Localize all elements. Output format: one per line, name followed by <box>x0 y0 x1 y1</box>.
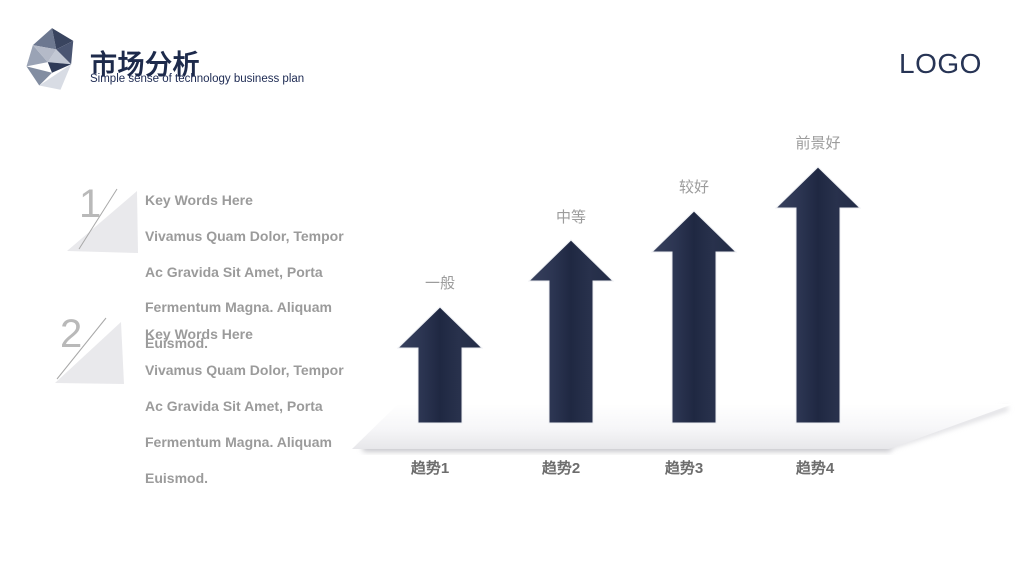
trend-arrow-4 <box>774 166 862 424</box>
section2-triangle-decoration <box>55 322 124 384</box>
trend-arrow-3 <box>650 210 738 424</box>
category-label-2: 趋势2 <box>541 460 581 477</box>
trend-arrows-group <box>396 166 862 424</box>
value-label-2: 中等 <box>555 209 586 226</box>
category-label-3: 趋势3 <box>664 460 704 477</box>
section1-line5: Euismod. <box>145 335 209 351</box>
section2-line2: Vivamus Quam Dolor, Tempor <box>145 362 344 378</box>
section1-slash-decoration <box>78 188 118 250</box>
value-label-1: 一般 <box>424 275 455 292</box>
section2-line5: Euismod. <box>145 470 209 486</box>
section1-line3: Ac Gravida Sit Amet, Porta <box>145 264 323 280</box>
page-title: 市场分析 <box>90 50 200 80</box>
section1-line2: Vivamus Quam Dolor, Tempor <box>145 228 344 244</box>
section2-line3: Ac Gravida Sit Amet, Porta <box>145 398 323 414</box>
category-label-1: 趋势1 <box>410 460 450 477</box>
page-subtitle: Simple sense of technology business plan <box>90 73 305 85</box>
section1-triangle-decoration <box>67 191 138 253</box>
company-logo-icon <box>26 28 74 90</box>
section2-line1: Key Words Here <box>145 326 253 342</box>
logo-text: LOGO <box>899 48 982 79</box>
section1-number: 1 <box>79 182 102 226</box>
section1-line4: Fermentum Magna. Aliquam <box>145 299 332 315</box>
section2-slash-decoration <box>56 317 107 380</box>
section2-line4: Fermentum Magna. Aliquam <box>145 434 332 450</box>
category-label-4: 趋势4 <box>795 460 835 477</box>
trend-arrow-2 <box>527 239 615 424</box>
section1-line1: Key Words Here <box>145 192 253 208</box>
value-label-3: 较好 <box>678 179 709 196</box>
trend-arrow-1 <box>396 306 484 424</box>
value-label-4: 前景好 <box>795 135 841 152</box>
section2-number: 2 <box>60 312 83 356</box>
platform-slab <box>352 404 1013 449</box>
